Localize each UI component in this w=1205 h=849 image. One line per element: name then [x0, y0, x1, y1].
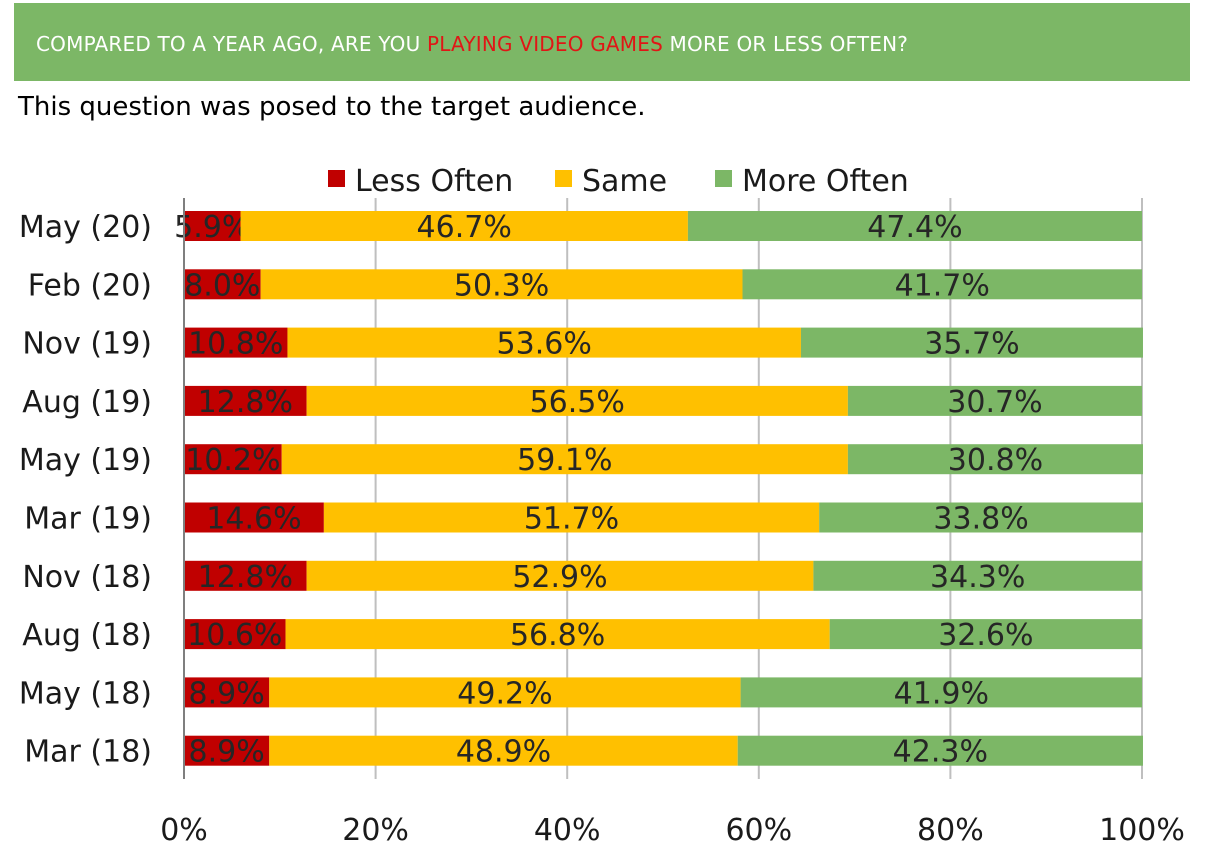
- legend-swatch: [555, 170, 572, 187]
- x-tick-label: 80%: [917, 813, 984, 848]
- data-label: 30.8%: [948, 443, 1043, 478]
- question-pre: COMPARED TO A YEAR AGO, ARE YOU: [36, 32, 427, 56]
- data-label: 49.2%: [457, 676, 552, 711]
- bar-segment: [287, 327, 801, 358]
- bar-segment: [184, 385, 307, 416]
- data-label: 47.4%: [867, 210, 962, 245]
- bar-segment: [742, 269, 1142, 300]
- data-label: 5.9%: [174, 210, 250, 245]
- data-label: 56.8%: [510, 618, 605, 653]
- question-highlight: PLAYING VIDEO GAMES: [426, 32, 663, 56]
- bar-segment: [184, 444, 282, 475]
- bar-segment: [184, 211, 241, 241]
- data-label: 8.9%: [189, 735, 265, 770]
- category-label: May (18): [19, 676, 152, 711]
- data-label: 48.9%: [456, 735, 551, 770]
- category-label: Nov (19): [22, 327, 152, 362]
- bar-segment: [184, 619, 286, 650]
- data-label: 12.8%: [198, 560, 293, 595]
- category-label: Aug (18): [22, 618, 152, 653]
- legend-swatch: [715, 170, 732, 187]
- data-label: 10.2%: [185, 443, 280, 478]
- legend-label: Less Often: [355, 164, 513, 199]
- question-text: COMPARED TO A YEAR AGO, ARE YOU PLAYING …: [36, 32, 908, 56]
- bar-segment: [184, 502, 324, 533]
- data-label: 34.3%: [930, 560, 1025, 595]
- bar-segment: [281, 444, 848, 475]
- bar-segment: [240, 211, 688, 241]
- bar-segment: [260, 269, 743, 300]
- category-label: May (19): [19, 443, 152, 478]
- bar-segment: [829, 619, 1142, 650]
- data-label: 51.7%: [524, 502, 619, 537]
- data-label: 52.9%: [512, 560, 607, 595]
- subtitle: This question was posed to the target au…: [18, 92, 646, 122]
- data-label: 42.3%: [893, 735, 988, 770]
- question-post: MORE OR LESS OFTEN?: [663, 32, 909, 56]
- bar-segment: [306, 560, 814, 591]
- question-banner: COMPARED TO A YEAR AGO, ARE YOU PLAYING …: [14, 3, 1190, 81]
- data-label: 41.7%: [895, 268, 990, 303]
- data-label: 14.6%: [206, 502, 301, 537]
- x-tick-label: 100%: [1099, 813, 1185, 848]
- bar-segment: [285, 619, 830, 650]
- bar-segment: [800, 327, 1143, 358]
- category-label: Mar (18): [24, 735, 152, 770]
- bar-segment: [184, 269, 261, 300]
- bar-segment: [847, 385, 1142, 416]
- legend-swatch: [328, 170, 345, 187]
- x-tick-label: 40%: [534, 813, 601, 848]
- data-label: 35.7%: [924, 327, 1019, 362]
- bar-segment: [269, 735, 738, 766]
- bar-segment: [737, 735, 1143, 766]
- legend-label: More Often: [742, 164, 909, 199]
- bar-segment: [306, 385, 848, 416]
- bar-segment: [819, 502, 1143, 533]
- data-label: 59.1%: [517, 443, 612, 478]
- data-label: 33.8%: [933, 502, 1028, 537]
- bar-segment: [740, 677, 1142, 708]
- data-label: 10.6%: [187, 618, 282, 653]
- bar-segment: [184, 560, 307, 591]
- x-tick-label: 0%: [160, 813, 208, 848]
- bar-segment: [184, 735, 270, 766]
- bar-segment: [269, 677, 741, 708]
- category-label: Nov (18): [22, 560, 152, 595]
- data-label: 32.6%: [938, 618, 1033, 653]
- bar-segment: [813, 560, 1142, 591]
- legend-label: Same: [582, 164, 667, 199]
- bar-segment: [323, 502, 820, 533]
- category-label: Aug (19): [22, 385, 152, 420]
- x-tick-label: 20%: [342, 813, 409, 848]
- category-label: May (20): [19, 210, 152, 245]
- data-label: 56.5%: [530, 385, 625, 420]
- bar-segment: [184, 327, 288, 358]
- category-label: Feb (20): [28, 268, 152, 303]
- data-label: 41.9%: [894, 676, 989, 711]
- bar-segment: [184, 677, 270, 708]
- x-tick-label: 60%: [725, 813, 792, 848]
- data-label: 8.9%: [189, 676, 265, 711]
- bar-segment: [847, 444, 1143, 475]
- data-label: 46.7%: [417, 210, 512, 245]
- data-label: 10.8%: [188, 327, 283, 362]
- data-label: 53.6%: [497, 327, 592, 362]
- data-label: 8.0%: [184, 268, 260, 303]
- data-label: 12.8%: [198, 385, 293, 420]
- bar-segment: [687, 211, 1142, 241]
- data-label: 50.3%: [454, 268, 549, 303]
- data-label: 30.7%: [947, 385, 1042, 420]
- category-label: Mar (19): [24, 502, 152, 537]
